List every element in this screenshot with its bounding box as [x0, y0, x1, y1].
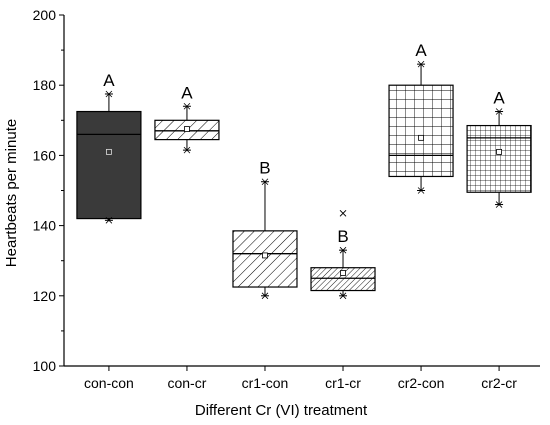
- significance-label: A: [415, 41, 427, 60]
- box-group-con-con: A: [76, 71, 142, 224]
- extreme-marker: [183, 102, 191, 110]
- y-tick-label: 140: [33, 218, 57, 234]
- extreme-marker: [339, 292, 347, 300]
- extreme-marker: [261, 178, 269, 186]
- y-tick-label: 120: [33, 288, 57, 304]
- box-cr2-cr: [466, 124, 532, 193]
- x-tick-label: cr2-con: [398, 375, 445, 391]
- y-tick-label: 180: [33, 77, 57, 93]
- extreme-marker: [105, 217, 113, 224]
- x-tick-label: con-cr: [167, 375, 206, 391]
- significance-label: B: [259, 159, 270, 178]
- significance-label: A: [181, 83, 193, 102]
- significance-label: A: [493, 89, 505, 108]
- plot-area: A A B B A A: [76, 41, 532, 300]
- extreme-marker: [495, 201, 503, 208]
- box-group-cr2-cr: A: [466, 89, 532, 208]
- extreme-marker: [495, 108, 503, 115]
- x-tick-label: cr2-cr: [481, 375, 517, 391]
- mean-marker: [184, 126, 190, 132]
- mean-marker: [106, 148, 112, 155]
- x-tick-label: cr1-cr: [325, 375, 361, 391]
- box-cr2-con: [388, 84, 454, 178]
- y-tick-label: 200: [33, 7, 57, 23]
- y-tick-label: 100: [33, 358, 57, 374]
- extreme-marker: [417, 187, 425, 194]
- box-con-con: [76, 110, 142, 220]
- extreme-marker: [105, 90, 113, 98]
- extreme-marker: [339, 246, 347, 254]
- x-tick-label: con-con: [84, 375, 134, 391]
- axes: 100 120 140 160 180 200 con-con con-cr cr1-con cr…: [33, 7, 540, 391]
- significance-label: A: [103, 71, 115, 90]
- mean-marker: [496, 148, 502, 155]
- y-tick-label: 160: [33, 147, 57, 163]
- box-group-cr2-con: A: [388, 41, 454, 194]
- extreme-marker: [417, 60, 425, 68]
- extreme-marker: [183, 146, 191, 154]
- mean-marker: [418, 134, 424, 141]
- box-cr1-cr: [310, 267, 376, 292]
- extreme-marker: [261, 292, 269, 300]
- box-group-con-cr: A: [154, 83, 220, 154]
- x-axis-title: Different Cr (VI) treatment: [195, 402, 368, 419]
- outlier-marker: [339, 209, 347, 217]
- box-cr1-con: [232, 230, 298, 288]
- box-group-cr1-cr: B: [310, 209, 376, 300]
- significance-label: B: [337, 227, 348, 246]
- mean-marker: [262, 252, 268, 259]
- box-group-cr1-con: B: [232, 159, 298, 300]
- mean-marker: [340, 270, 346, 276]
- x-tick-label: cr1-con: [242, 375, 289, 391]
- y-axis-title: Heartbeats per minute: [3, 119, 20, 267]
